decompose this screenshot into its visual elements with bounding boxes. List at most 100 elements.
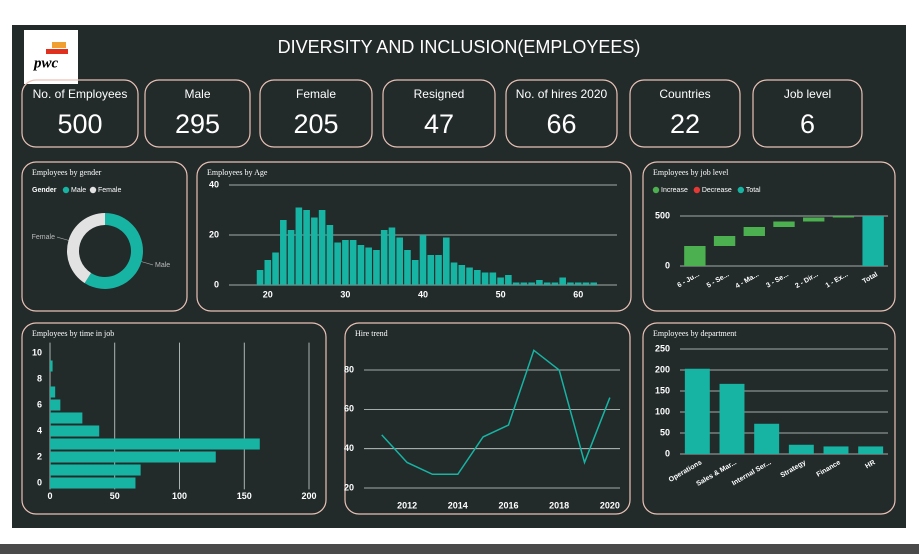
y-tick-label: 0 — [37, 477, 42, 487]
slice-label: Female — [32, 234, 55, 241]
kpi-card — [144, 79, 251, 148]
legend-label: Decrease — [702, 187, 732, 194]
bar — [489, 272, 497, 285]
bar — [419, 235, 427, 285]
y-tick-label: 50 — [660, 427, 670, 437]
bar — [396, 237, 404, 285]
x-tick-label: 20 — [263, 289, 273, 299]
bar — [474, 270, 481, 285]
bar — [264, 260, 272, 285]
bar — [303, 210, 310, 285]
leader-line — [141, 261, 154, 266]
chart-title: Employees by time in job — [32, 329, 114, 338]
waterfall-bar — [803, 217, 825, 222]
dashboard-title: DIVERSITY AND INCLUSION(EMPLOYEES) — [278, 37, 641, 57]
bar — [481, 272, 489, 285]
x-tick-label: 100 — [172, 491, 187, 501]
y-tick-label: 40 — [209, 179, 219, 189]
bar — [388, 227, 396, 285]
bar — [497, 277, 504, 285]
x-tick-label: 2018 — [549, 500, 569, 510]
bar — [50, 412, 83, 424]
kpi-value: 47 — [424, 109, 454, 139]
bar — [326, 225, 334, 285]
x-tick-label: 2014 — [448, 500, 468, 510]
kpi-label: Resigned — [414, 87, 465, 101]
legend-swatch — [652, 186, 660, 194]
bar — [788, 444, 814, 454]
y-tick-label: 250 — [655, 343, 670, 353]
chart-title: Employees by job level — [653, 168, 729, 177]
bar — [256, 270, 264, 285]
chart-title: Employees by Age — [207, 168, 268, 177]
x-tick-label: 2012 — [397, 500, 417, 510]
kpi-card — [259, 79, 373, 148]
y-tick-label: 20 — [209, 229, 219, 239]
bar — [823, 446, 849, 454]
bar — [404, 250, 411, 285]
bar — [50, 477, 136, 489]
bar — [411, 260, 419, 285]
bar — [458, 265, 466, 285]
kpi-card — [382, 79, 496, 148]
x-tick-label: 0 — [47, 491, 52, 501]
bar — [272, 252, 279, 285]
donut-slice — [84, 213, 143, 289]
kpi-value: 205 — [293, 109, 338, 139]
kpi-value: 6 — [800, 109, 815, 139]
y-tick-label: 20 — [344, 482, 354, 492]
bar — [50, 438, 260, 450]
legend-swatch — [737, 186, 745, 194]
legend-label: Increase — [661, 187, 688, 194]
chart-panel — [21, 322, 327, 515]
y-tick-label: 40 — [344, 443, 354, 453]
y-tick-label: 100 — [655, 406, 670, 416]
bottom-bar — [0, 544, 919, 554]
kpi-label: Countries — [659, 87, 710, 101]
bar — [567, 282, 574, 285]
x-tick-label: 2020 — [600, 500, 620, 510]
x-tick-label: 50 — [110, 491, 120, 501]
line-series — [381, 349, 611, 476]
bar — [365, 247, 372, 285]
bar — [380, 230, 388, 285]
leader-line — [56, 236, 69, 241]
bar — [590, 282, 598, 285]
x-tick-label: 2016 — [498, 500, 518, 510]
bar — [373, 250, 380, 285]
x-tick-label: HR — [864, 459, 876, 470]
logo-box — [24, 30, 78, 84]
chart-panel — [21, 161, 188, 312]
bar — [280, 220, 287, 285]
x-tick-label: 40 — [418, 289, 428, 299]
bar — [520, 282, 528, 285]
chart-title: Employees by gender — [32, 168, 102, 177]
bar — [543, 282, 551, 285]
y-tick-label: 500 — [655, 210, 670, 220]
kpi-value: 22 — [670, 109, 700, 139]
x-tick-label: 150 — [237, 491, 252, 501]
bar — [505, 275, 512, 285]
bar — [684, 368, 710, 454]
bar — [318, 210, 326, 285]
waterfall-bar — [684, 246, 706, 266]
kpi-value: 66 — [546, 109, 576, 139]
bar — [754, 423, 780, 454]
kpi-label: Female — [296, 87, 336, 101]
bar — [50, 360, 53, 372]
bar — [295, 207, 303, 285]
legend-label: Male — [71, 187, 86, 194]
bar — [287, 230, 295, 285]
y-tick-label: 150 — [655, 385, 670, 395]
waterfall-bar — [713, 236, 736, 246]
bar — [512, 282, 520, 285]
bar — [582, 282, 590, 285]
x-tick-label: 200 — [301, 491, 316, 501]
y-tick-label: 8 — [37, 373, 42, 383]
kpi-card — [505, 79, 618, 148]
y-tick-label: 80 — [344, 364, 354, 374]
kpi-card — [752, 79, 863, 148]
bar — [442, 237, 450, 285]
waterfall-bar — [743, 227, 765, 236]
bar — [50, 399, 61, 411]
